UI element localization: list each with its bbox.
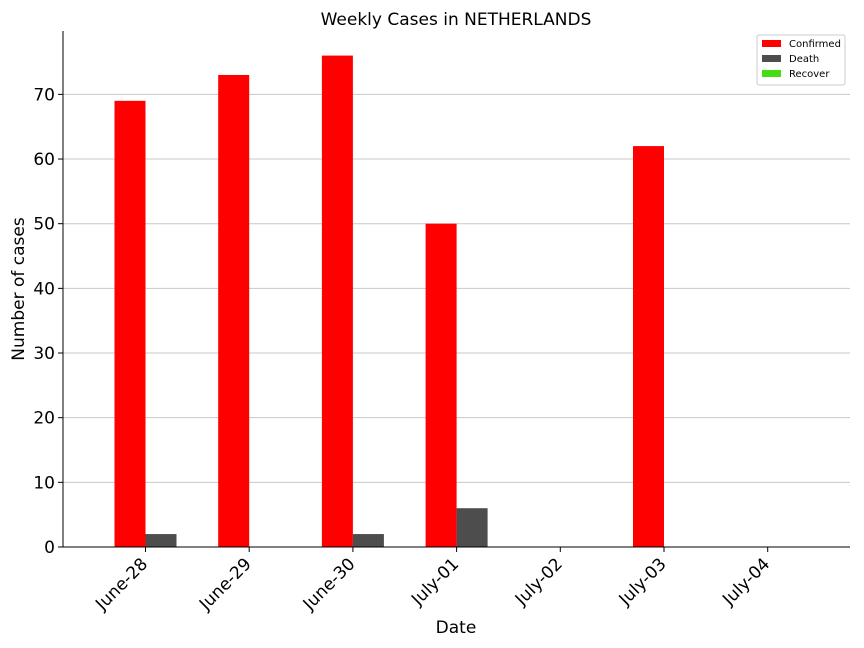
legend-swatch-death (762, 55, 781, 62)
legend-swatch-confirmed (762, 40, 781, 47)
x-tick-label: June-29 (195, 554, 256, 615)
y-tick-label: 70 (33, 85, 55, 105)
bar-death (352, 534, 384, 547)
x-tick-label: July-04 (718, 554, 774, 610)
legend-swatch-recover (762, 70, 781, 77)
x-axis-label: Date (436, 618, 477, 638)
x-tick-label: July-03 (615, 554, 671, 610)
bar-confirmed (218, 74, 250, 548)
x-tick-label: June-28 (91, 554, 152, 615)
legend-label: Recover (789, 69, 830, 80)
bar-confirmed (633, 146, 664, 547)
y-tick-label: 30 (33, 344, 55, 364)
x-tick-label: July-01 (407, 554, 463, 610)
y-tick-label: 10 (33, 473, 55, 493)
bar-death (456, 508, 488, 547)
y-tick-label: 50 (33, 215, 55, 235)
x-tick-label: June-30 (299, 554, 360, 615)
bar-confirmed (321, 55, 353, 547)
x-tick-labels: June-28 June-29 June-30 July-01 July-02 July-… (91, 547, 774, 615)
legend-label: Death (789, 54, 819, 65)
legend: Confirmed Death Recover (756, 34, 846, 86)
bars (114, 55, 664, 548)
y-tick-label: 40 (33, 279, 55, 299)
bar-death (145, 534, 177, 547)
y-tick-label: 0 (44, 538, 55, 558)
chart-title: Weekly Cases in NETHERLANDS (321, 10, 592, 30)
legend-label: Confirmed (789, 39, 841, 50)
x-tick-label: July-02 (511, 554, 567, 610)
y-tick-label: 60 (33, 150, 55, 170)
y-axis-label: Number of cases (9, 217, 29, 361)
y-tick-labels: 0 10 20 30 40 50 60 70 (33, 85, 63, 558)
y-tick-label: 20 (33, 409, 55, 429)
bar-confirmed (114, 100, 146, 547)
bar-confirmed (425, 223, 457, 548)
